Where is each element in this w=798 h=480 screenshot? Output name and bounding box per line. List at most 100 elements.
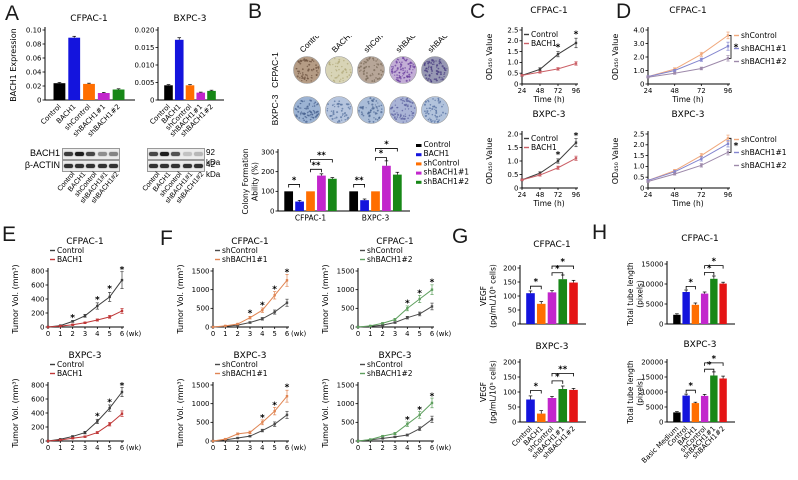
svg-text:Control: Control [57, 360, 84, 369]
svg-text:Tumor Vol. (mm³): Tumor Vol. (mm³) [321, 264, 330, 334]
svg-text:1: 1 [223, 330, 227, 338]
svg-text:0.06: 0.06 [26, 54, 42, 62]
svg-text:shBACH1#1: shBACH1#1 [222, 369, 268, 378]
svg-text:5: 5 [108, 444, 112, 452]
svg-text:0: 0 [205, 437, 209, 445]
svg-text:100: 100 [261, 188, 274, 196]
blot-kda-label: 42 kDa [206, 160, 221, 179]
svg-text:BACH1: BACH1 [57, 369, 83, 378]
svg-text:BACH1: BACH1 [330, 36, 356, 54]
svg-text:CFPAC-1: CFPAC-1 [681, 234, 719, 244]
svg-text:shControl: shControl [741, 135, 777, 144]
svg-text:1.0: 1.0 [507, 157, 518, 165]
svg-text:6: 6 [285, 330, 289, 338]
svg-text:shControl: shControl [362, 36, 393, 54]
svg-text:1000: 1000 [192, 400, 210, 408]
svg-text:400: 400 [31, 295, 44, 303]
svg-text:*: * [379, 149, 384, 159]
chart-svg-B: Colony Formation Ability (%) 0 100 200 300 CFP… [241, 140, 469, 223]
svg-text:400: 400 [31, 409, 44, 417]
svg-text:shBACH1#2: shBACH1#2 [741, 57, 787, 66]
svg-text:**: ** [312, 161, 321, 171]
svg-text:6: 6 [120, 444, 124, 452]
svg-text:CFPAC-1: CFPAC-1 [530, 6, 568, 16]
svg-text:6: 6 [430, 330, 434, 338]
svg-text:*: * [107, 398, 112, 408]
svg-text:600: 600 [31, 395, 44, 403]
blot-band [171, 151, 181, 157]
svg-text:*: * [430, 392, 435, 402]
svg-text:0: 0 [356, 330, 360, 338]
svg-text:1000: 1000 [337, 400, 355, 408]
svg-text:0.020: 0.020 [134, 26, 154, 34]
svg-text:shBACH1#1: shBACH1#1 [741, 44, 787, 53]
svg-text:200: 200 [31, 309, 44, 317]
blot-band [149, 163, 159, 169]
svg-text:shControl: shControl [367, 360, 403, 369]
chart-svg-G1: CFPAC-1 VEGF (pg/mL/10⁵ cells) 0 50 100 150 200… [479, 240, 586, 328]
svg-text:1500: 1500 [192, 381, 210, 389]
svg-text:Colony Formation: Colony Formation [241, 148, 250, 214]
svg-text:2: 2 [71, 444, 75, 452]
chart-vegf-cfpac1: CFPAC-1 VEGF (pg/mL/10⁵ cells) 0 50 100 150 200… [478, 238, 592, 334]
panel-label-b: B [248, 0, 263, 23]
chart-bach1-expression-cfpac1: CFPAC-1 BACH1 Expression 0 0.02 0.04 0.06 0.08… [8, 12, 142, 152]
svg-text:shBACH1#2: shBACH1#2 [367, 255, 413, 264]
svg-text:*: * [260, 301, 265, 311]
chart-svg-A1: CFPAC-1 BACH1 Expression 0 0.02 0.04 0.06 0.08… [9, 14, 135, 138]
chart-tumor-volume-overexpression-cfpac1: CFPAC-1 Tumor Vol. (mm³) 0 200 400 600 800 0 1 2 3… [10, 235, 156, 347]
svg-text:24: 24 [518, 87, 527, 95]
svg-text:BXPC-3: BXPC-3 [362, 214, 390, 223]
panel-label-a: A [5, 2, 20, 25]
blot-band [97, 163, 107, 169]
svg-text:BACH1: BACH1 [531, 39, 557, 48]
svg-text:2.0: 2.0 [633, 53, 644, 61]
svg-text:Control: Control [531, 30, 558, 39]
chart-bach1-expression-bxpc3: BXPC-3 0 0.005 0.010 0.015 0.020 Control BACH1 s… [134, 12, 232, 152]
svg-text:BACH1: BACH1 [531, 143, 557, 152]
svg-text:BXPC-3: BXPC-3 [233, 351, 266, 361]
svg-text:0: 0 [211, 444, 215, 452]
blot-band [86, 163, 96, 169]
svg-text:shControl: shControl [222, 360, 258, 369]
svg-text:4: 4 [260, 444, 264, 452]
blot-band [97, 151, 107, 157]
svg-text:0: 0 [659, 418, 663, 426]
svg-text:0.5: 0.5 [507, 171, 518, 179]
svg-text:0: 0 [356, 444, 360, 452]
blot-strip [147, 148, 205, 160]
svg-text:24: 24 [644, 191, 653, 199]
svg-text:(wk): (wk) [436, 330, 452, 338]
svg-text:1.5: 1.5 [633, 152, 644, 160]
svg-text:0: 0 [350, 437, 354, 445]
svg-text:3: 3 [248, 444, 252, 452]
svg-text:*: * [260, 413, 265, 423]
svg-text:0: 0 [150, 96, 154, 104]
svg-text:6: 6 [285, 444, 289, 452]
svg-text:*: * [120, 381, 125, 391]
svg-text:50: 50 [508, 306, 517, 314]
svg-text:1: 1 [368, 330, 372, 338]
svg-text:3.0: 3.0 [633, 40, 644, 48]
svg-text:1.5: 1.5 [507, 144, 518, 152]
svg-text:48: 48 [670, 191, 679, 199]
svg-text:0: 0 [512, 418, 516, 426]
chart-svg-D2: BXPC-3 OD₄₅₀ Value 0 0.5 1.0 1.5 2.0 2.5 24 48 72 9… [611, 110, 787, 208]
svg-text:600: 600 [31, 281, 44, 289]
svg-text:0: 0 [514, 80, 518, 88]
svg-text:72: 72 [554, 87, 563, 95]
svg-text:1.0: 1.0 [633, 67, 644, 75]
svg-text:4: 4 [95, 330, 99, 338]
svg-text:500: 500 [341, 305, 354, 313]
svg-text:shBACH1#1: shBACH1#1 [222, 255, 268, 264]
svg-text:3: 3 [393, 330, 397, 338]
svg-text:1.0: 1.0 [507, 59, 518, 67]
svg-text:0: 0 [659, 320, 663, 328]
svg-text:CFPAC-1: CFPAC-1 [376, 237, 414, 247]
svg-text:72: 72 [697, 87, 706, 95]
svg-text:(wk): (wk) [436, 444, 452, 452]
chart-svg-C1: CFPAC-1 OD₄₅₀ Value 0 0.5 1.0 1.5 2.0 2.5 24 48 72… [485, 6, 580, 104]
svg-text:*: * [120, 266, 125, 276]
